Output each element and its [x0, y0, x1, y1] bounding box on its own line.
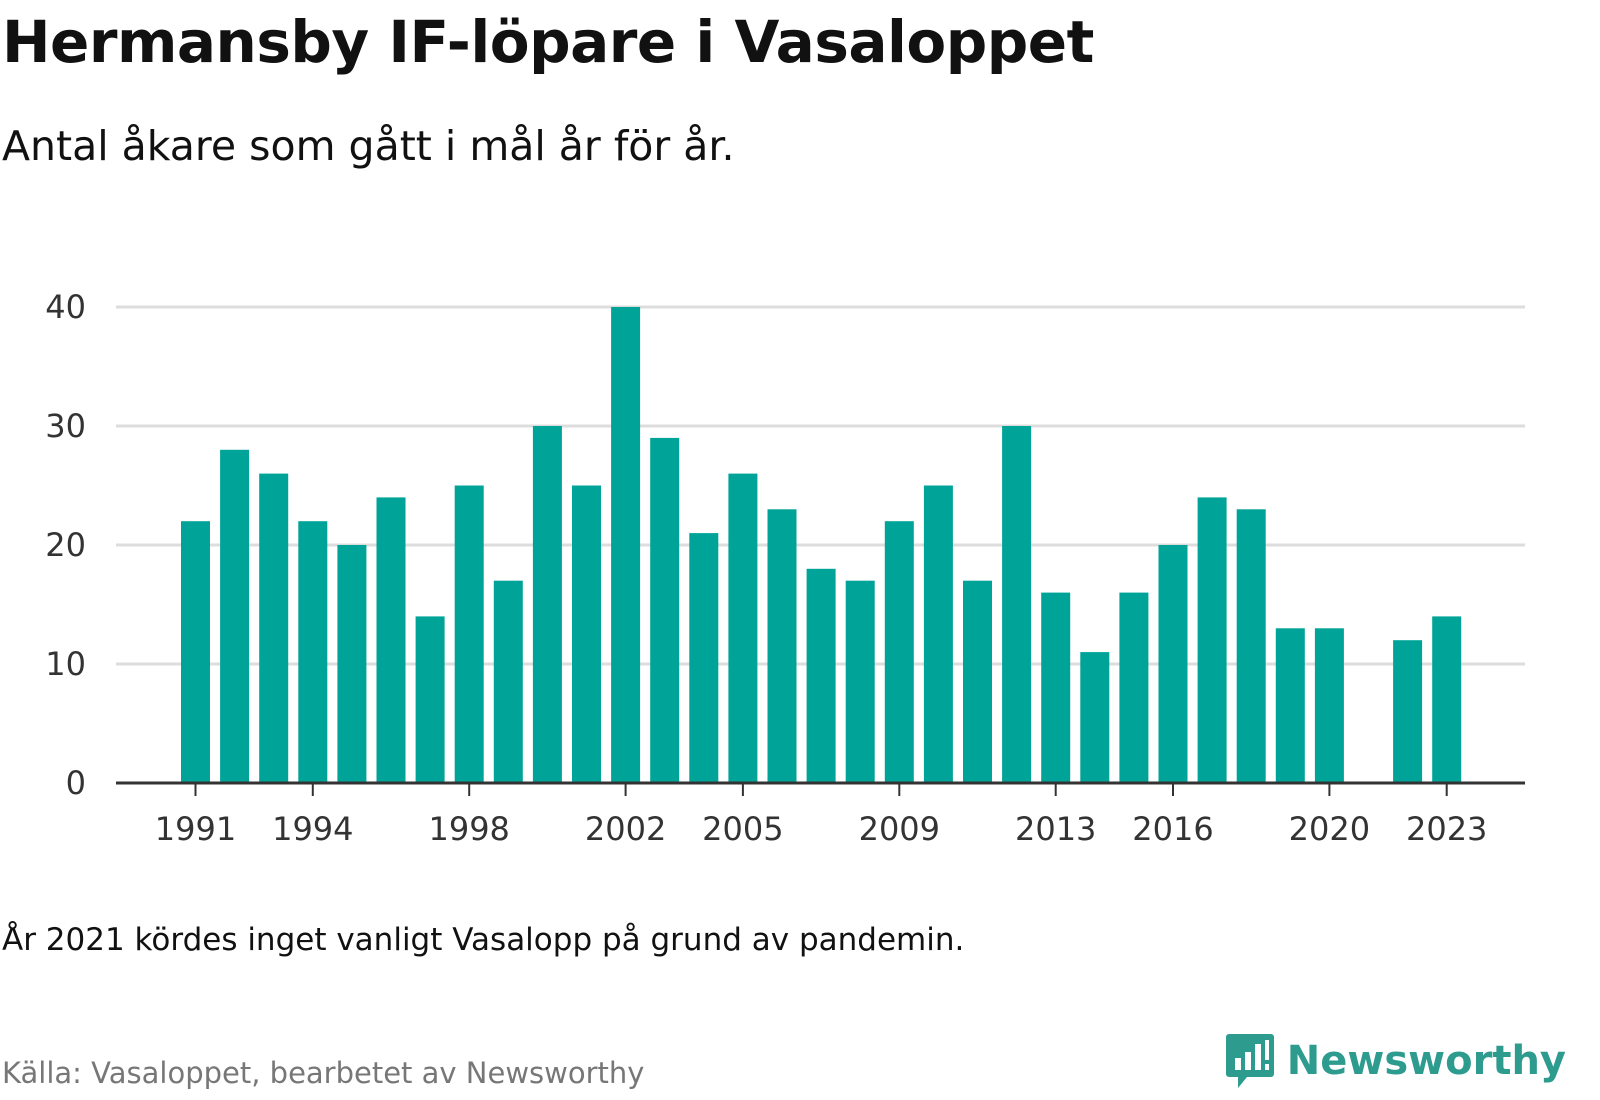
- y-tick-label: 40: [45, 288, 86, 326]
- x-tick-label: 2020: [1289, 810, 1370, 848]
- bar-2014: [1080, 652, 1110, 783]
- bar-2023: [1432, 616, 1462, 783]
- x-tick-label: 2016: [1132, 810, 1213, 848]
- bar-2010: [923, 485, 953, 783]
- bar-1997: [415, 616, 445, 783]
- bar-2007: [806, 568, 836, 783]
- y-tick-label: 10: [45, 645, 86, 683]
- bar-2006: [767, 509, 797, 783]
- bar-2002: [611, 307, 641, 783]
- bar-1992: [220, 449, 250, 783]
- bar-2004: [689, 533, 719, 783]
- footnote: År 2021 kördes inget vanligt Vasalopp på…: [2, 922, 965, 958]
- x-tick-label: 1998: [428, 810, 509, 848]
- bar-2015: [1119, 592, 1149, 783]
- x-tick-label: 2002: [585, 810, 666, 848]
- bar-2003: [650, 437, 680, 783]
- x-tick-label: 2005: [702, 810, 783, 848]
- bar-2016: [1158, 545, 1188, 783]
- y-tick-label: 0: [66, 764, 86, 802]
- x-tick-label: 2009: [859, 810, 940, 848]
- bar-2017: [1197, 497, 1227, 783]
- bar-2013: [1041, 592, 1071, 783]
- bar-2001: [572, 485, 601, 783]
- newsworthy-logo-icon: [1225, 1034, 1274, 1088]
- bar-2020: [1314, 628, 1344, 783]
- x-tick-label: 2023: [1406, 810, 1487, 848]
- y-tick-label: 20: [45, 526, 86, 564]
- chart-title: Hermansby IF-löpare i Vasaloppet: [2, 8, 1094, 76]
- x-tick-label: 1994: [272, 810, 353, 848]
- bar-2019: [1275, 628, 1305, 783]
- y-axis-labels: 0 10 20 30 40: [45, 288, 86, 802]
- chart-subtitle: Antal åkare som gått i mål år för år.: [2, 122, 735, 170]
- bar-1999: [493, 580, 523, 783]
- bars: [181, 307, 1462, 783]
- bar-1994: [298, 521, 328, 783]
- x-tick-label: 2013: [1015, 810, 1096, 848]
- bar-2011: [963, 580, 992, 783]
- bar-2012: [1002, 426, 1032, 783]
- bar-chart: 0 10 20 30 40 1991 1994 1998 2002 2005 2009 2013 20…: [45, 288, 1525, 848]
- bar-1993: [259, 473, 289, 783]
- x-axis-labels: 1991 1994 1998 2002 2005 2009 2013 2016 2020 2023: [155, 783, 1487, 848]
- x-tick-label: 1991: [155, 810, 236, 848]
- bar-1996: [376, 497, 406, 783]
- bar-2018: [1236, 509, 1266, 783]
- bar-1991: [181, 521, 210, 783]
- bar-2000: [532, 426, 562, 783]
- bar-2008: [845, 580, 875, 783]
- y-tick-label: 30: [45, 407, 86, 445]
- bar-2005: [728, 473, 758, 783]
- bar-2009: [884, 521, 914, 783]
- bar-1998: [454, 485, 484, 783]
- brand-logo[interactable]: Newsworthy: [1225, 1032, 1566, 1090]
- bar-2022: [1393, 640, 1423, 783]
- source-credit: Källa: Vasaloppet, bearbetet av Newswort…: [2, 1056, 645, 1090]
- brand-name: Newsworthy: [1286, 1038, 1566, 1084]
- bar-1995: [337, 545, 367, 783]
